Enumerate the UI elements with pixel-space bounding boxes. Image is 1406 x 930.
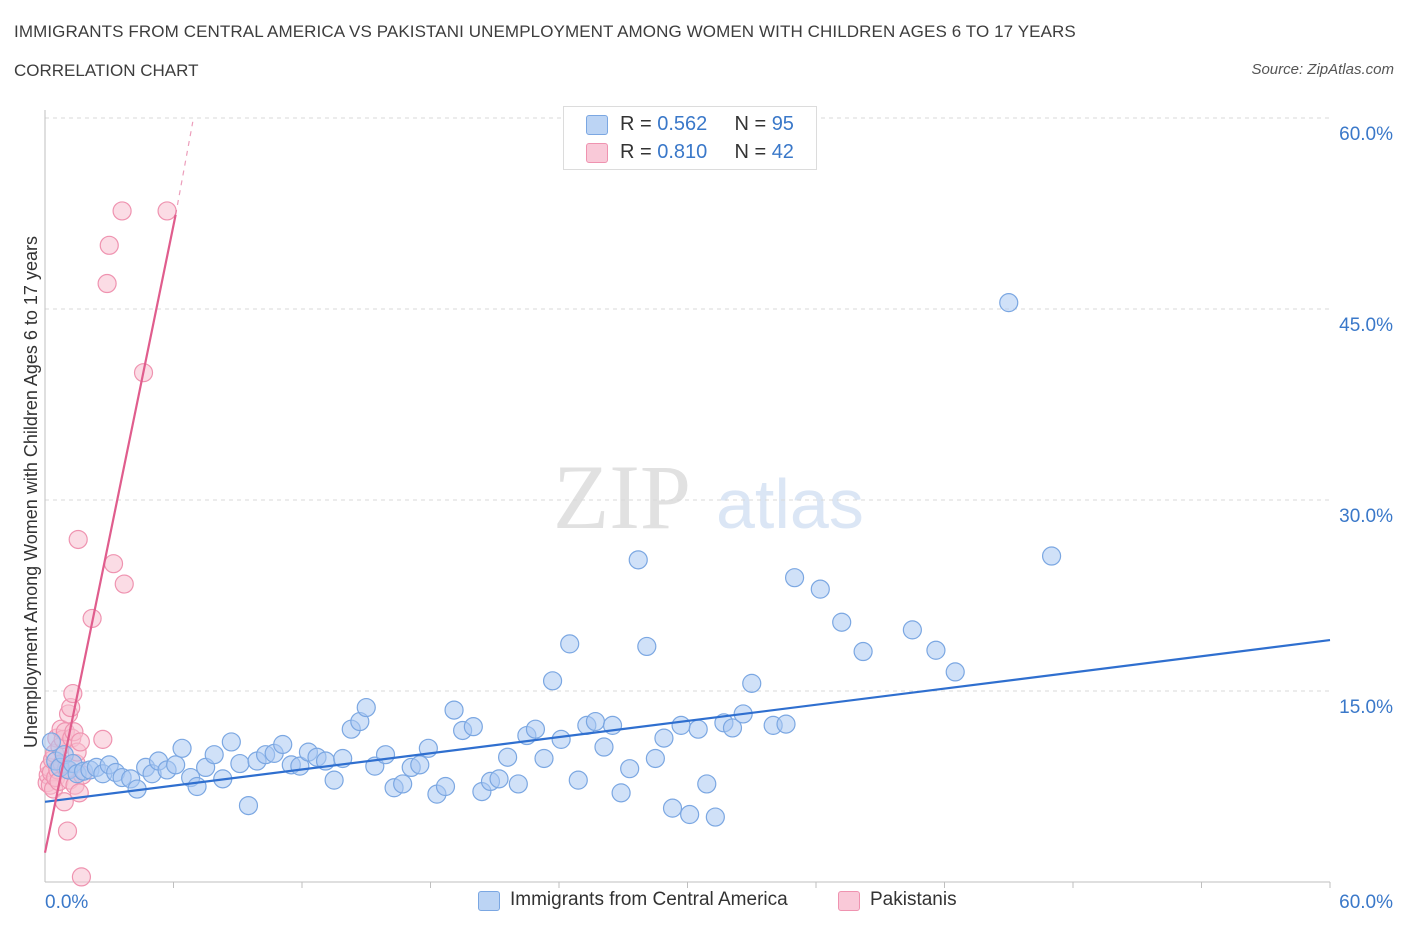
watermark-zip: ZIP <box>553 446 691 548</box>
scatter-point <box>832 612 852 632</box>
x-tick-label: 60.0% <box>1339 892 1393 913</box>
scatter-point <box>489 769 509 789</box>
watermark-atlas: atlas <box>716 465 864 543</box>
scatter-point <box>776 714 796 734</box>
trend-lines <box>43 121 1331 853</box>
scatter-point <box>324 770 344 790</box>
central-america-points <box>41 293 1062 827</box>
y-tick-label: 45.0% <box>1339 315 1393 336</box>
scatter-point <box>112 201 132 221</box>
legend-label: Immigrants from Central America <box>510 889 788 910</box>
pink-swatch <box>838 891 860 911</box>
scatter-point <box>356 697 376 718</box>
scatter-point <box>534 748 554 769</box>
n-label: N = <box>734 141 772 163</box>
scatter-point <box>221 732 241 752</box>
scatter-point <box>853 641 873 662</box>
scatter-point <box>525 719 546 739</box>
scatter-point <box>393 774 413 794</box>
source-credit: Source: ZipAtlas.com <box>1251 61 1394 78</box>
scatter-point <box>926 640 946 660</box>
scatter-point <box>230 753 250 774</box>
r-label: R = <box>620 141 658 163</box>
y-tick-label: 15.0% <box>1339 697 1393 718</box>
n-value-pink: 42 <box>771 141 794 163</box>
scatter-point <box>157 201 177 221</box>
scatter-point <box>654 728 674 748</box>
scatter-point <box>945 662 965 682</box>
scatter-point <box>705 807 725 827</box>
scatter-point <box>166 755 186 775</box>
trend-line-extension <box>175 121 194 215</box>
scatter-point <box>662 798 683 818</box>
scatter-point <box>722 718 743 738</box>
scatter-point <box>999 293 1019 313</box>
scatter-point <box>697 774 717 794</box>
r-label: R = <box>620 113 658 135</box>
scatter-point <box>585 711 606 732</box>
axes <box>44 110 1331 888</box>
scatter-point <box>57 821 78 841</box>
y-tick-label: 30.0% <box>1339 506 1393 527</box>
pink-swatch <box>586 143 608 163</box>
scatter-point <box>637 636 657 657</box>
scatter-point <box>103 554 124 574</box>
scatter-point <box>114 574 134 594</box>
scatter-point <box>1041 546 1062 566</box>
chart-title: IMMIGRANTS FROM CENTRAL AMERICA VS PAKIS… <box>14 22 1076 41</box>
scatter-point <box>273 734 293 755</box>
scatter-point <box>93 729 113 749</box>
scatter-point <box>611 783 631 803</box>
scatter-point <box>568 770 588 790</box>
scatter-point <box>560 634 580 654</box>
scatter-point <box>594 737 614 757</box>
scatter-point <box>628 550 648 570</box>
n-value-blue: 95 <box>771 113 794 135</box>
y-tick-label: 60.0% <box>1339 124 1393 145</box>
tick-labels: 15.0% 30.0% 45.0% 60.0% 0.0% 60.0% <box>45 124 1393 913</box>
scatter-point <box>375 745 396 765</box>
scatter-point <box>435 776 456 797</box>
grid-lines <box>45 117 1330 692</box>
y-axis-label: Unemployment Among Women with Children A… <box>21 236 41 748</box>
trend-line-pakistanis <box>43 214 177 853</box>
scatter-point <box>680 804 700 825</box>
scatter-point <box>645 748 665 769</box>
scatter-point <box>620 759 640 779</box>
scatter-point <box>902 620 922 640</box>
scatter-point <box>671 715 691 735</box>
legend-label: Pakistanis <box>870 889 957 910</box>
trend-line-central-america <box>44 638 1331 803</box>
r-value-blue: 0.562 <box>657 113 708 135</box>
blue-swatch <box>586 115 608 135</box>
scatter-point <box>784 568 805 588</box>
chart-subtitle: CORRELATION CHART <box>14 61 199 80</box>
scatter-point <box>810 579 830 599</box>
x-tick-label: 0.0% <box>45 892 88 913</box>
scatter-point <box>238 795 259 816</box>
scatter-point <box>68 529 88 550</box>
scatter-point <box>70 732 90 752</box>
scatter-point <box>498 747 518 767</box>
scatter-point <box>410 755 430 775</box>
stats-legend: R = 0.562 N = 95 R = 0.810 N = 42 <box>563 106 817 170</box>
scatter-point <box>551 729 571 749</box>
scatter-point <box>444 700 464 720</box>
r-value-pink: 0.810 <box>657 141 708 163</box>
scatter-point <box>463 717 483 737</box>
scatter-point <box>742 673 762 693</box>
scatter-point <box>508 774 528 794</box>
scatter-point <box>204 745 224 765</box>
scatter-point <box>71 867 92 887</box>
scatter-point <box>41 732 62 752</box>
blue-swatch <box>478 891 500 911</box>
scatter-point <box>99 235 119 255</box>
scatter-point <box>688 719 708 739</box>
scatter-point <box>542 671 563 691</box>
n-label: N = <box>734 113 772 135</box>
scatter-point <box>172 738 192 758</box>
scatter-point <box>97 273 117 294</box>
scatter-point <box>187 776 207 797</box>
